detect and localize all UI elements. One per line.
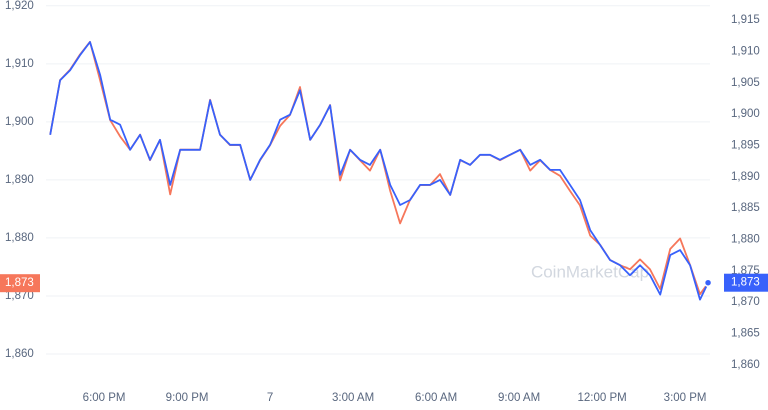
y2-tick-label: 1,870 [731, 296, 760, 308]
price-line [49, 41, 709, 301]
y-tick-label: 1,860 [5, 348, 34, 360]
x-tick-label: 9:00 PM [166, 392, 209, 404]
y2-tick-label: 1,885 [731, 202, 760, 214]
price-line [49, 40, 709, 296]
y-tick-label: 1,900 [5, 116, 34, 128]
price-badge-label: 1,873 [5, 277, 34, 289]
y-tick-label: 1,880 [5, 232, 34, 244]
y2-tick-label: 1,890 [731, 171, 760, 183]
x-tick-label: 7 [267, 392, 273, 404]
x-tick-label: 3:00 PM [664, 392, 707, 404]
y-tick-label: 1,910 [5, 58, 34, 70]
y2-tick-label: 1,915 [731, 14, 760, 26]
watermark: CoinMarketCap [531, 262, 649, 281]
y2-tick-label: 1,895 [731, 139, 760, 151]
y-tick-label: 1,870 [5, 290, 34, 302]
price-badge-label: 1,873 [731, 277, 760, 289]
price-badge [0, 274, 40, 293]
x-tick-label: 6:00 PM [83, 392, 126, 404]
x-tick-label: 9:00 AM [498, 392, 540, 404]
y-tick-label: 1,920 [5, 0, 34, 12]
y2-tick-label: 1,880 [731, 233, 760, 245]
x-tick-label: 3:00 AM [332, 392, 374, 404]
last-point [703, 278, 713, 287]
y2-tick-label: 1,905 [731, 77, 760, 89]
x-tick-label: 12:00 PM [577, 392, 626, 404]
y2-tick-label: 1,900 [731, 108, 760, 120]
y-tick-label: 1,890 [5, 174, 34, 186]
y2-tick-label: 1,910 [731, 45, 760, 57]
price-badge [724, 273, 768, 292]
x-tick-label: 6:00 AM [415, 392, 457, 404]
y2-tick-label: 1,860 [731, 359, 760, 371]
y2-tick-label: 1,865 [731, 328, 760, 340]
